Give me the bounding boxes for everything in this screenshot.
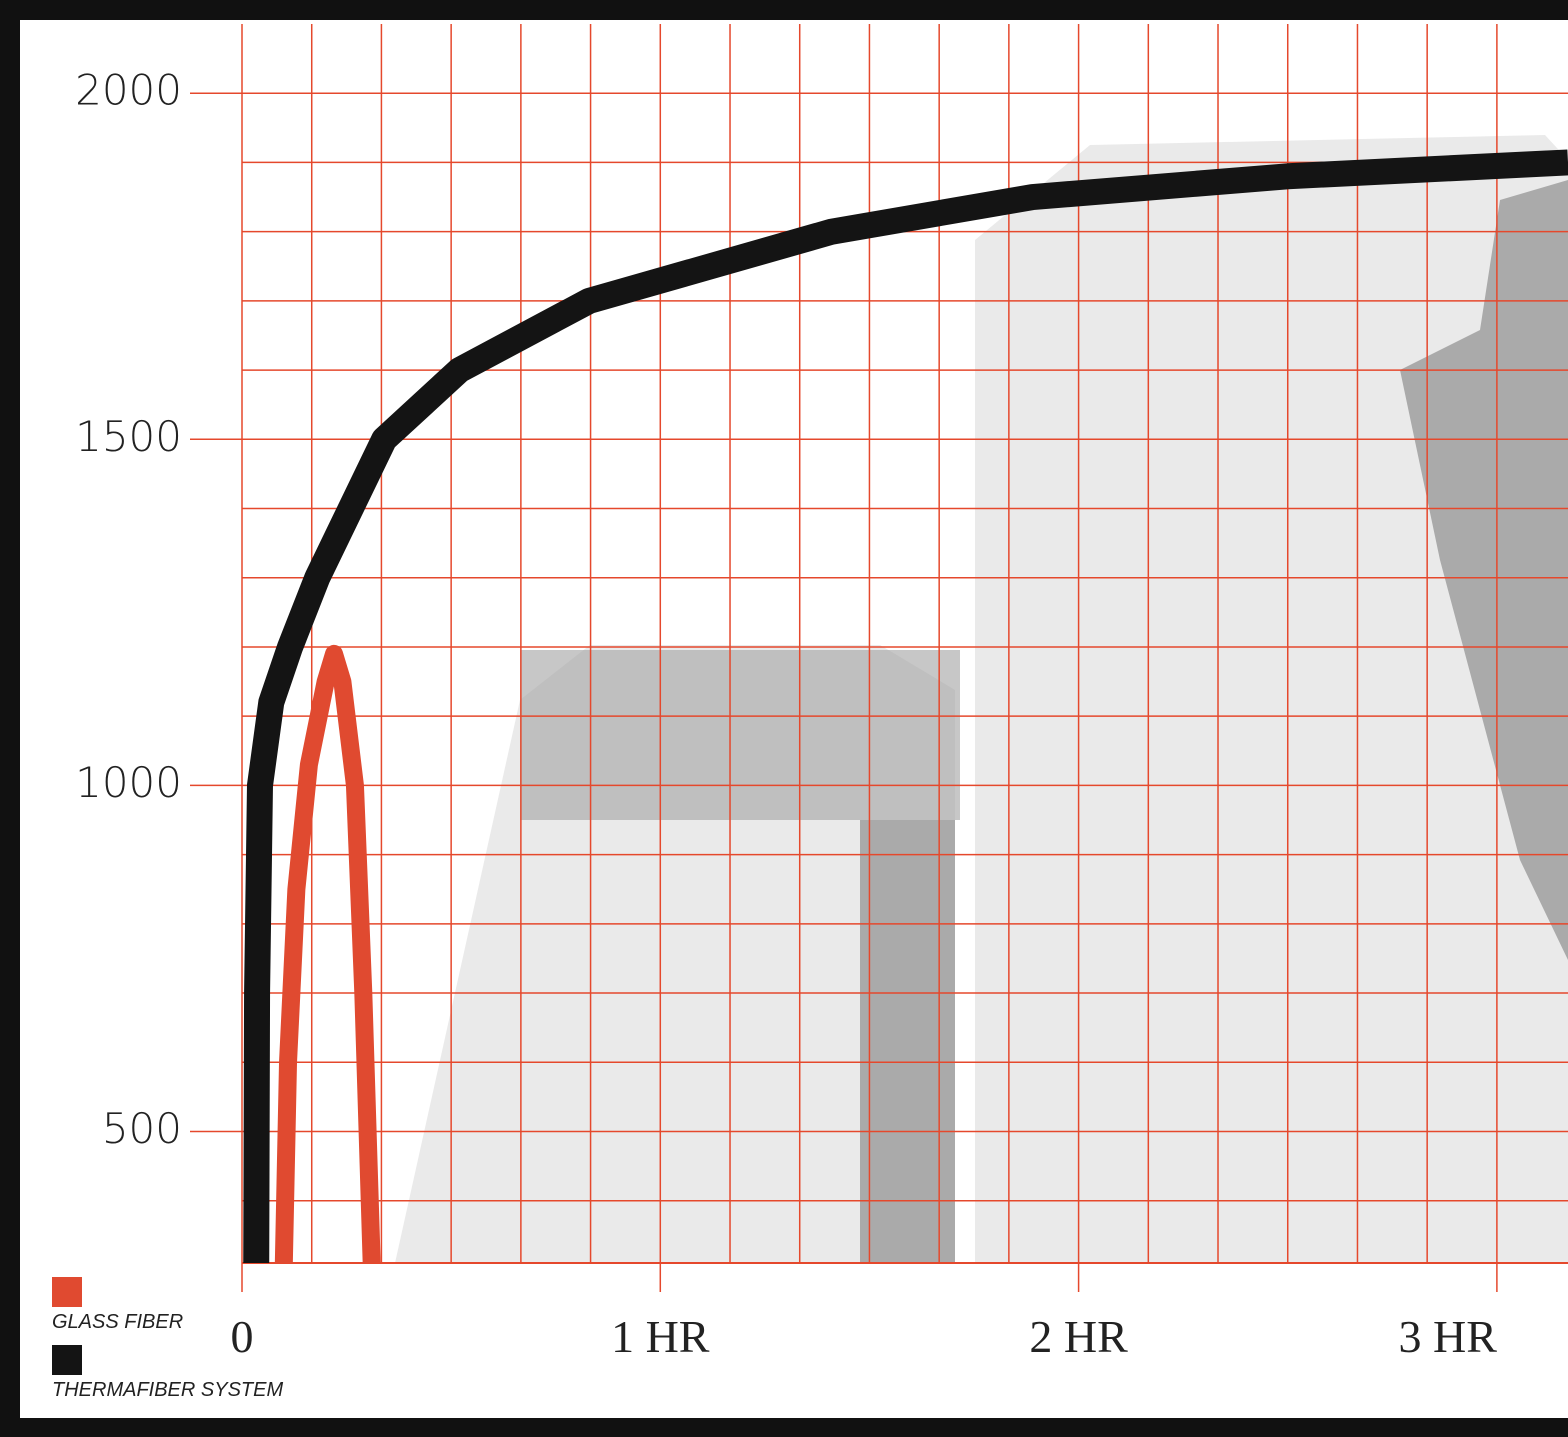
legend-label: GLASS FIBER — [52, 1311, 183, 1333]
x-tick-label: 1 HR — [611, 1311, 710, 1362]
y-tick-label: 500 — [102, 1104, 182, 1153]
x-tick-label: 2 HR — [1029, 1311, 1128, 1362]
series-line — [243, 149, 1568, 1264]
y-tick-label: 1500 — [75, 412, 182, 461]
x-tick-label: 3 HR — [1398, 1311, 1497, 1362]
legend-swatch — [52, 1345, 82, 1375]
y-tick-label: 1000 — [75, 758, 182, 807]
legend-label: THERMAFIBER SYSTEM — [52, 1379, 283, 1401]
series-line — [274, 644, 381, 1264]
x-tick-label: 0 — [231, 1311, 254, 1362]
y-tick-label: 2000 — [75, 66, 182, 115]
legend-swatch — [52, 1277, 82, 1307]
background-buildings — [395, 135, 1568, 1263]
